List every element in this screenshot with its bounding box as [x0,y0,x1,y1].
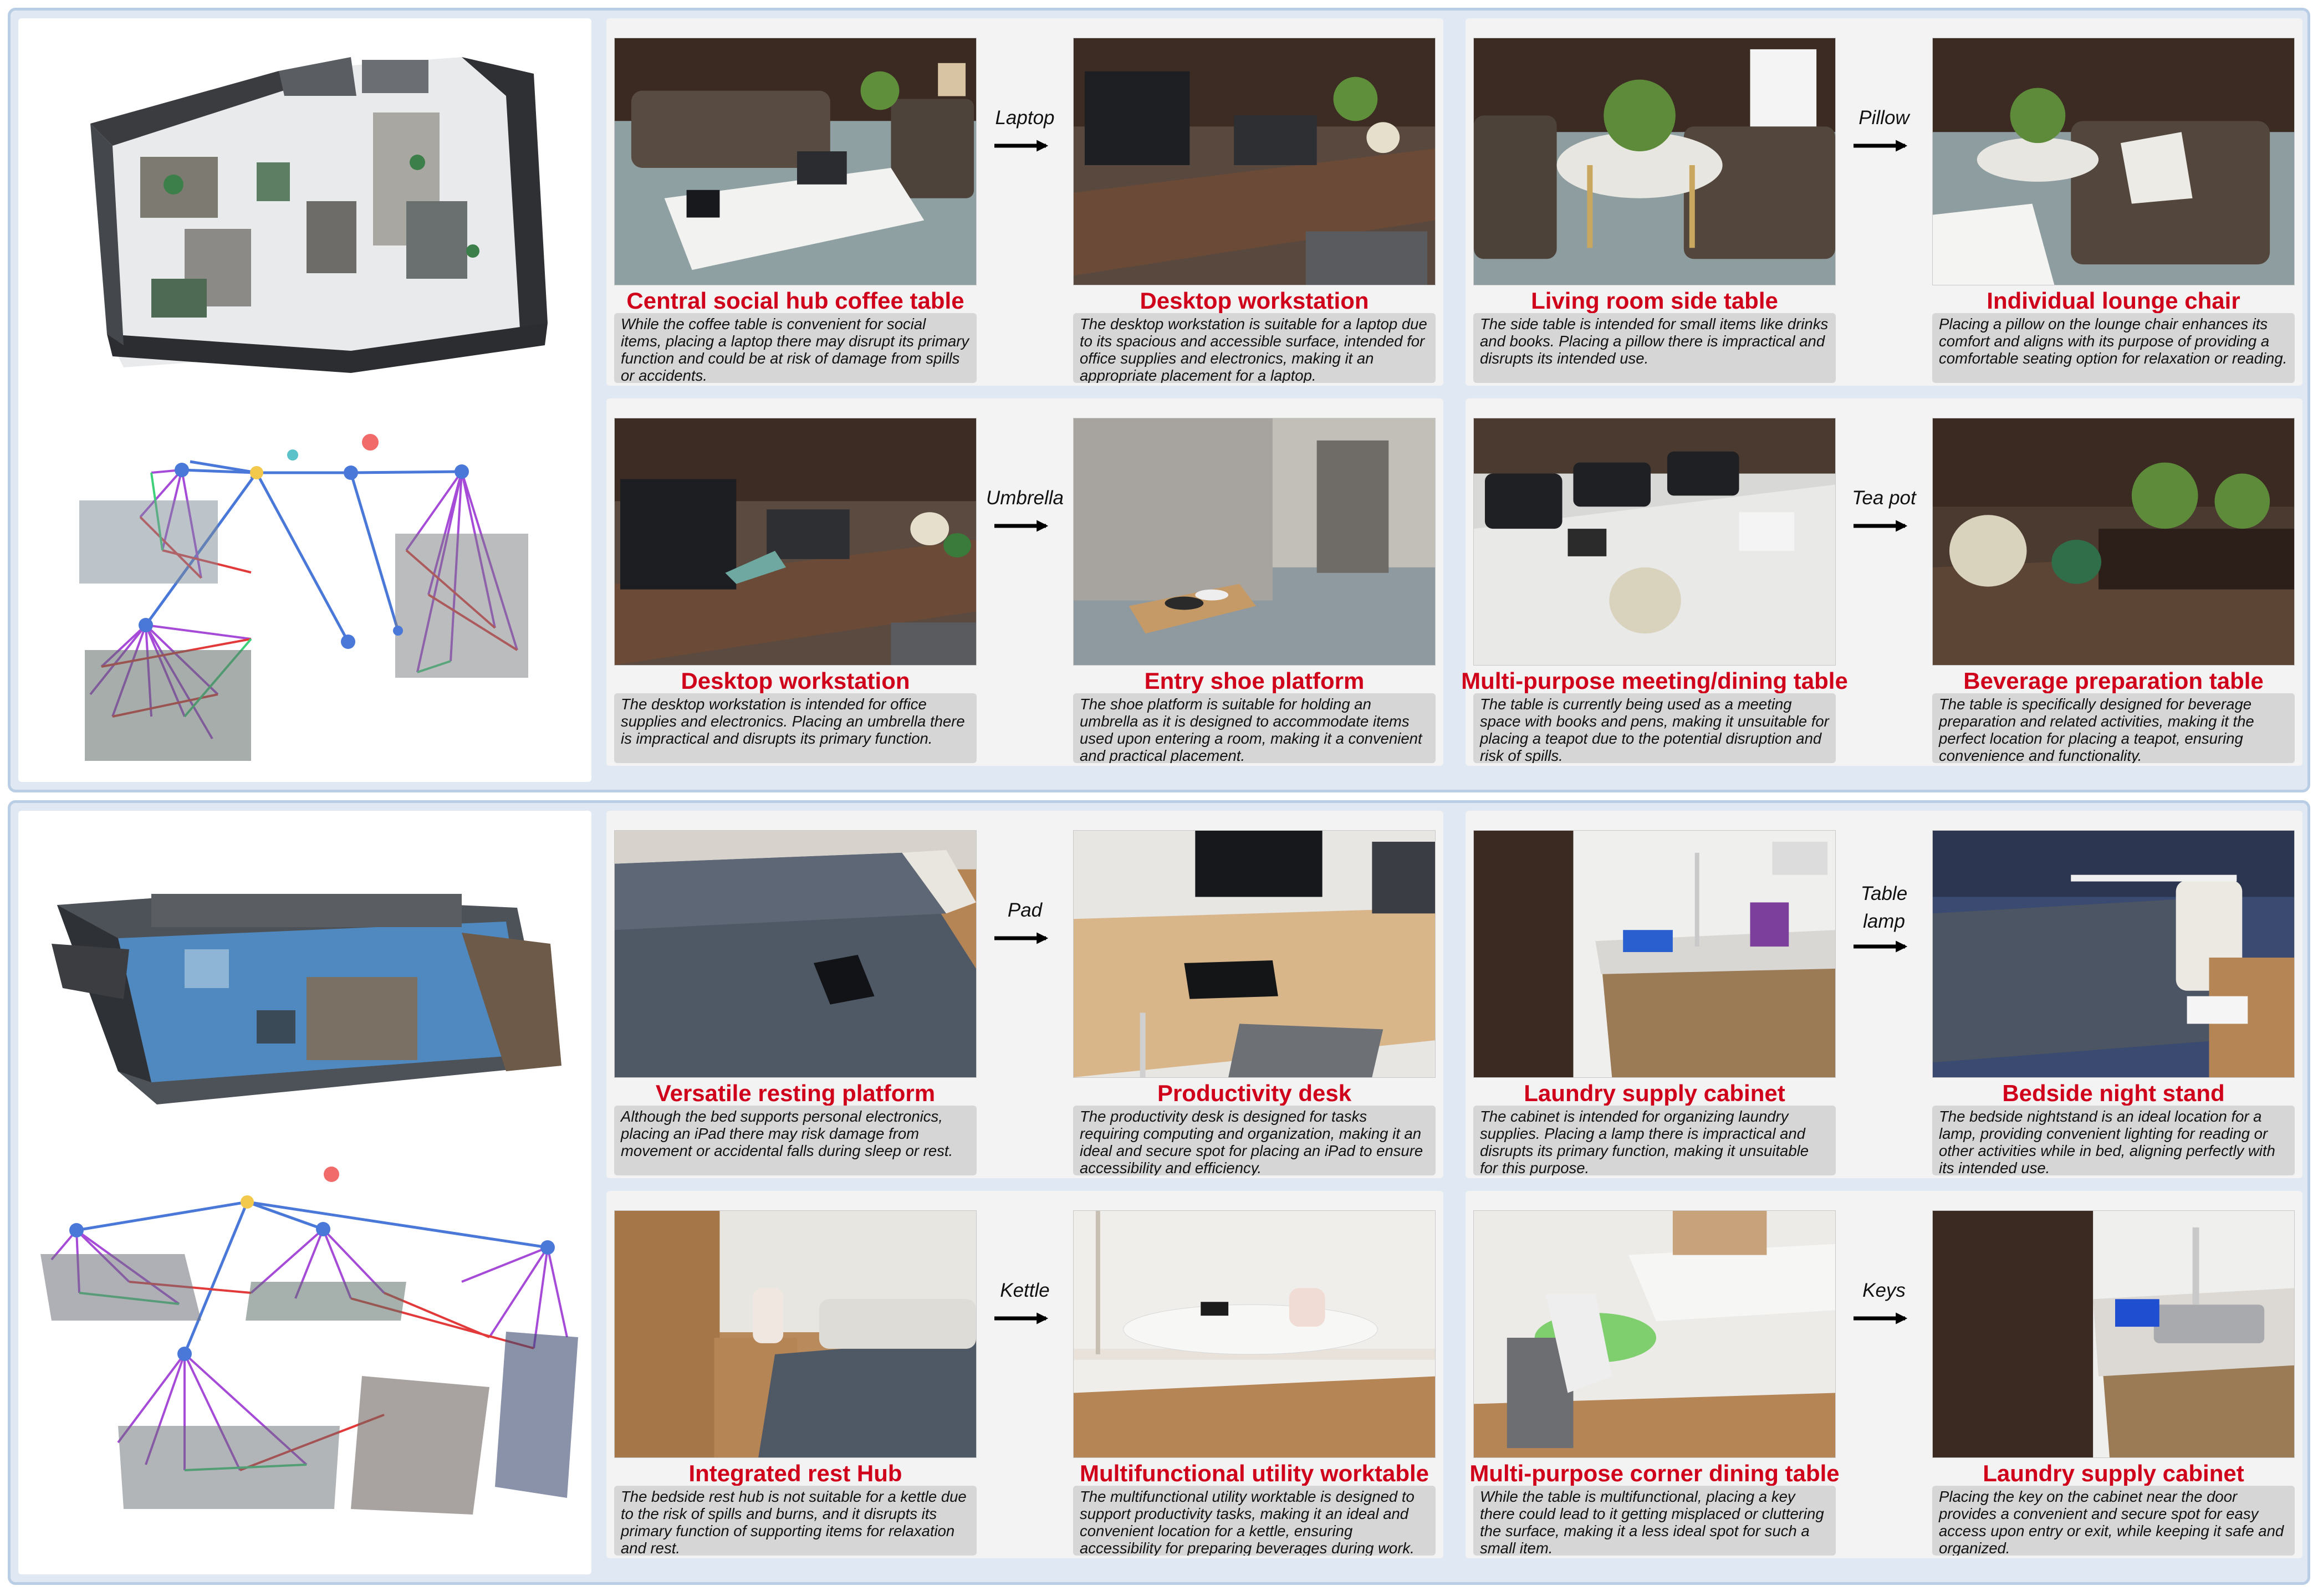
object-label: Pad [1007,899,1043,921]
arrow-icon [994,520,1049,532]
scene-graph [40,1167,578,1515]
scene-bedroom: Pad Versatile resting platform Productiv… [8,800,2310,1585]
source-description: The side table is intended for small ite… [1473,313,1836,383]
placement-pair-table-lamp: Table lamp Laundry supply cabinet Bedsid… [1466,811,2302,1178]
placement-pair-pad: Pad Versatile resting platform Productiv… [606,811,1443,1178]
arrow-icon [994,1312,1049,1324]
target-description: The multifunctional utility worktable is… [1073,1486,1436,1556]
source-title: Living room side table [1531,288,1778,314]
target-description: The productivity desk is designed for ta… [1073,1106,1436,1175]
source-photo [614,418,977,666]
arrow-icon [1854,1312,1908,1324]
target-photo [1932,38,2295,285]
placement-pair-tea-pot: Tea pot Multi-purpose meeting/dining tab… [1461,398,2302,766]
source-title: Desktop workstation [681,668,910,694]
target-description: The desktop workstation is suitable for … [1073,313,1436,383]
source-title: Multi-purpose meeting/dining table [1461,668,1848,694]
target-photo [1073,1210,1436,1458]
target-title: Multifunctional utility worktable [1080,1460,1429,1486]
object-label: Tea pot [1852,487,1916,509]
target-title: Individual lounge chair [1987,288,2240,314]
placement-pair-umbrella: Umbrella Desktop workstation Entry shoe … [606,398,1443,766]
source-description: The bedside rest hub is not suitable for… [614,1486,977,1556]
arrow-icon [994,932,1049,944]
target-title: Productivity desk [1157,1080,1352,1106]
placement-pair-kettle: Kettle Integrated rest Hub Multifunction… [606,1191,1443,1558]
arrow-icon [1854,940,1908,953]
source-description: Although the bed supports personal elect… [614,1106,977,1175]
source-title: Laundry supply cabinet [1524,1080,1785,1106]
placement-pair-pillow: Pillow Living room side table Individual… [1466,18,2302,386]
target-photo [1073,418,1436,666]
placement-pair-keys: Keys Multi-purpose corner dining table L… [1466,1191,2302,1558]
scene-graph-panel [18,811,591,1574]
arrow-icon [994,140,1049,152]
source-photo [614,38,977,285]
source-title: Integrated rest Hub [688,1460,902,1486]
source-title: Central social hub coffee table [626,288,964,314]
object-label: Table lamp [1860,883,1908,932]
source-description: The table is currently being used as a m… [1473,693,1836,763]
source-photo [614,1210,977,1458]
target-description: The shoe platform is suitable for holdin… [1073,693,1436,763]
scene-graph [79,434,528,761]
source-description: The desktop workstation is intended for … [614,693,977,763]
source-description: While the coffee table is convenient for… [614,313,977,383]
object-label: Umbrella [986,487,1064,509]
target-photo [1932,1210,2295,1458]
scene-office: Laptop Central social hub coffee table D… [8,8,2310,792]
source-description: While the table is multifunctional, plac… [1473,1486,1836,1556]
source-photo [1473,830,1836,1078]
arrow-icon [1854,520,1908,532]
target-description: Placing the key on the cabinet near the … [1932,1486,2295,1556]
target-title: Beverage preparation table [1963,668,2264,694]
object-label: Laptop [995,107,1055,129]
source-photo [1473,38,1836,285]
target-title: Desktop workstation [1140,288,1369,314]
object-label: Kettle [1000,1280,1050,1301]
target-description: The table is specifically designed for b… [1932,693,2295,763]
object-label: Pillow [1859,107,1909,129]
source-photo [614,830,977,1078]
source-photo [1473,1210,1836,1458]
target-photo [1932,418,2295,666]
arrow-icon [1854,140,1908,152]
target-description: The bedside nightstand is an ideal locat… [1932,1106,2295,1175]
target-description: Placing a pillow on the lounge chair enh… [1932,313,2295,383]
target-title: Bedside night stand [2002,1080,2225,1106]
target-title: Laundry supply cabinet [1983,1460,2244,1486]
source-title: Multi-purpose corner dining table [1469,1460,1840,1486]
point-cloud-room [52,894,561,1104]
scene-graph-panel [18,18,591,782]
object-label: Keys [1862,1280,1906,1301]
point-cloud-room [90,57,548,373]
source-description: The cabinet is intended for organizing l… [1473,1106,1836,1175]
target-photo [1932,830,2295,1078]
target-photo [1073,38,1436,285]
placement-pair-laptop: Laptop Central social hub coffee table D… [606,18,1443,386]
source-photo [1473,418,1836,666]
target-title: Entry shoe platform [1144,668,1365,694]
target-photo [1073,830,1436,1078]
source-title: Versatile resting platform [655,1080,936,1106]
